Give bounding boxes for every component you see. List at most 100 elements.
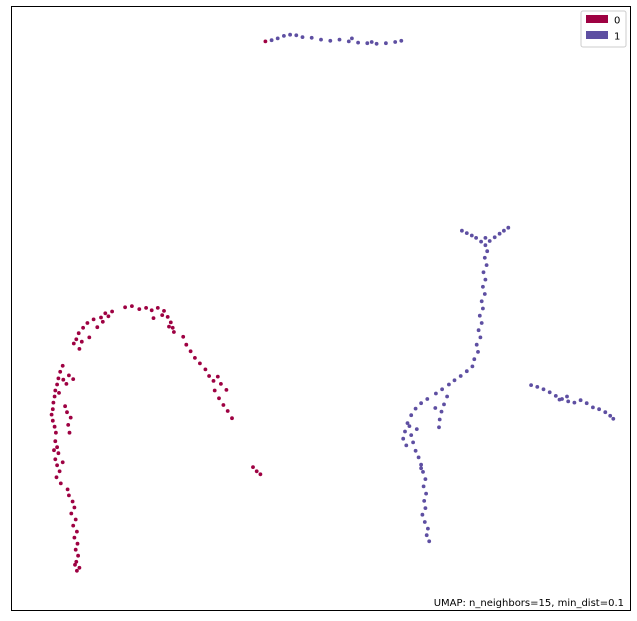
point-class-0	[76, 553, 80, 558]
point-class-1	[447, 382, 451, 387]
point-class-1	[481, 270, 486, 275]
point-class-1	[445, 394, 449, 399]
point-class-0	[51, 400, 56, 405]
point-class-1	[275, 36, 280, 41]
point-class-1	[416, 455, 421, 460]
point-class-0	[130, 304, 134, 308]
point-class-0	[56, 451, 61, 456]
legend: 0 1	[580, 10, 627, 48]
point-class-1	[294, 33, 299, 38]
point-class-1	[487, 239, 492, 243]
point-class-1	[437, 417, 442, 422]
point-class-0	[58, 481, 63, 486]
point-class-1	[427, 539, 432, 544]
point-class-0	[81, 325, 85, 330]
point-class-1	[419, 466, 423, 471]
point-class-1	[535, 385, 540, 389]
point-class-1	[566, 399, 571, 404]
point-class-1	[422, 499, 427, 503]
point-class-1	[474, 236, 478, 240]
point-class-0	[71, 377, 76, 381]
point-class-0	[215, 374, 220, 379]
point-class-1	[439, 409, 444, 414]
legend-swatch-0	[586, 15, 608, 23]
point-class-0	[55, 445, 59, 450]
point-class-1	[502, 228, 506, 233]
point-class-1	[413, 448, 418, 453]
point-class-0	[77, 565, 82, 570]
point-class-1	[369, 40, 374, 44]
point-class-0	[49, 412, 54, 417]
point-class-0	[76, 331, 81, 336]
point-class-1	[464, 231, 469, 236]
point-class-1	[485, 249, 490, 254]
point-class-0	[75, 529, 79, 534]
point-class-0	[69, 511, 74, 516]
point-class-0	[203, 367, 208, 372]
point-class-0	[251, 465, 255, 469]
point-class-0	[55, 382, 59, 387]
point-class-0	[207, 374, 212, 378]
point-class-0	[170, 325, 175, 330]
point-class-0	[79, 339, 84, 344]
point-class-0	[67, 373, 71, 378]
point-class-1	[452, 378, 457, 383]
point-class-0	[75, 568, 79, 573]
point-class-1	[476, 328, 481, 333]
point-class-0	[224, 388, 229, 392]
point-class-0	[230, 416, 234, 421]
legend-label-0: 0	[614, 16, 620, 27]
point-class-0	[52, 394, 57, 399]
point-class-1	[425, 397, 430, 401]
point-class-1	[479, 299, 484, 304]
point-class-1	[541, 387, 546, 392]
point-class-0	[68, 415, 73, 420]
point-class-1	[460, 228, 464, 233]
point-class-0	[211, 379, 216, 383]
point-class-1	[591, 405, 595, 410]
point-class-1	[401, 436, 406, 441]
point-class-1	[422, 520, 427, 524]
point-class-0	[263, 39, 268, 44]
point-class-1	[572, 400, 577, 405]
point-class-0	[57, 391, 61, 395]
point-class-0	[151, 316, 156, 320]
point-class-0	[63, 404, 67, 409]
point-class-1	[328, 38, 333, 43]
point-class-1	[433, 406, 438, 410]
point-class-1	[565, 394, 569, 399]
point-class-1	[484, 263, 489, 267]
point-class-0	[60, 363, 65, 368]
point-class-1	[407, 424, 412, 428]
point-class-1	[557, 397, 562, 402]
point-class-1	[437, 425, 441, 430]
point-class-1	[409, 433, 414, 437]
point-class-0	[65, 487, 70, 492]
point-class-1	[476, 350, 480, 354]
point-class-1	[409, 413, 414, 418]
legend-label-1: 1	[614, 32, 620, 43]
point-class-0	[87, 335, 92, 340]
point-class-0	[52, 424, 57, 429]
point-class-1	[481, 284, 485, 289]
point-class-1	[608, 413, 613, 418]
point-class-0	[167, 324, 171, 329]
point-class-0	[217, 396, 221, 401]
point-class-0	[225, 409, 230, 413]
point-class-1	[413, 406, 418, 411]
point-class-0	[221, 403, 226, 407]
point-class-0	[54, 430, 58, 435]
umap-params-annotation: UMAP: n_neighbors=15, min_dist=0.1	[434, 598, 624, 609]
point-class-1	[421, 484, 426, 489]
point-class-0	[53, 439, 58, 444]
point-class-1	[497, 231, 502, 236]
point-class-0	[184, 342, 189, 347]
point-class-0	[100, 319, 105, 324]
point-class-1	[469, 233, 474, 238]
point-class-0	[165, 315, 170, 319]
point-class-0	[181, 334, 186, 339]
point-class-1	[365, 41, 370, 46]
point-class-1	[350, 36, 354, 41]
point-class-1	[419, 401, 423, 406]
point-class-1	[483, 243, 488, 248]
